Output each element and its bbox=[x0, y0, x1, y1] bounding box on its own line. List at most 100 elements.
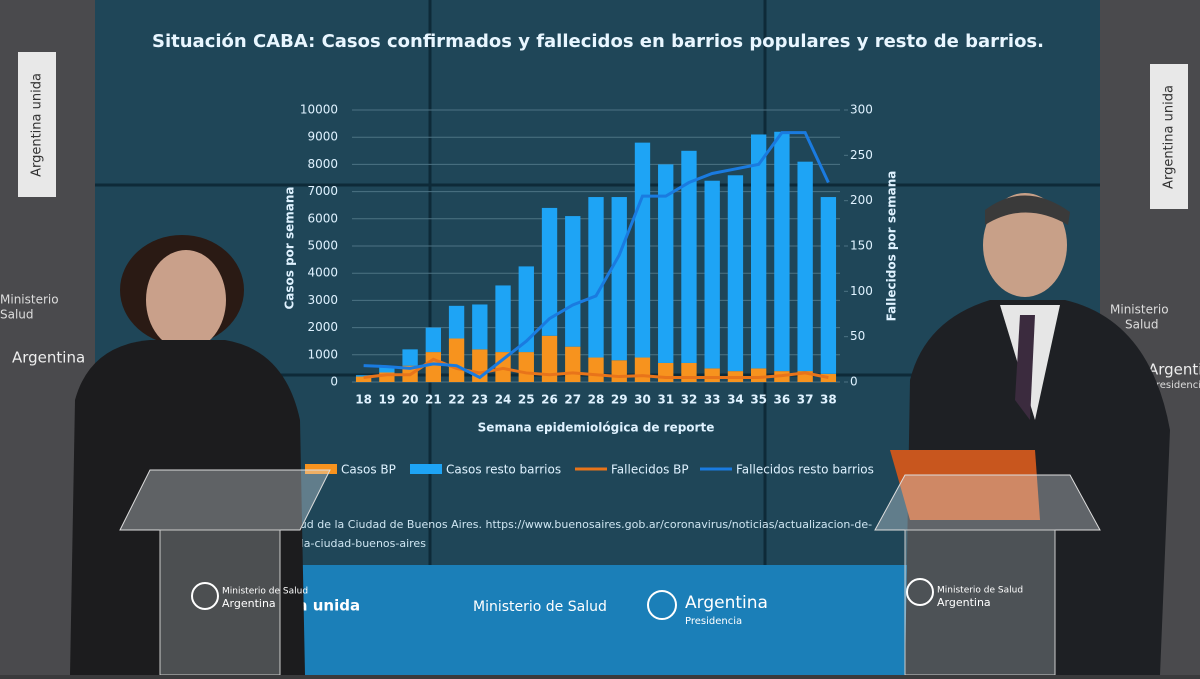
podium-text: Argentina bbox=[937, 596, 991, 609]
y2-tick-label: 150 bbox=[850, 239, 873, 253]
podium-text: Ministerio de Salud bbox=[222, 587, 308, 597]
line bbox=[363, 357, 829, 379]
podium-left: Ministerio de Salud Argentina bbox=[119, 469, 331, 676]
bar bbox=[518, 266, 534, 353]
footer-text: Presidencia bbox=[685, 616, 742, 627]
legend-label: Casos resto barrios bbox=[446, 463, 561, 477]
bar bbox=[448, 305, 465, 339]
bar bbox=[588, 357, 604, 382]
footer-text: Ministerio de Salud bbox=[473, 599, 607, 615]
chart-title: Situación CABA: Casos confirmados y fall… bbox=[152, 31, 1044, 52]
y2-tick-label: 50 bbox=[850, 329, 865, 343]
x-tick-label: 25 bbox=[518, 393, 535, 407]
banner-text: Argentina unida bbox=[1162, 85, 1177, 189]
legend-swatch bbox=[410, 464, 442, 474]
bar bbox=[681, 150, 697, 363]
bar bbox=[355, 375, 372, 377]
source: Salud de la Ciudad de Buenos Aires. http… bbox=[283, 518, 872, 531]
footer-text: ra unida bbox=[290, 597, 360, 615]
banner bbox=[18, 52, 56, 197]
bar bbox=[658, 164, 674, 363]
y-tick-label: 5000 bbox=[307, 239, 338, 253]
bar bbox=[658, 362, 674, 382]
y2-tick-label: 200 bbox=[850, 193, 873, 207]
bar bbox=[820, 373, 837, 382]
y-tick-label: 1000 bbox=[307, 347, 338, 361]
podium-text: Ministerio de Salud bbox=[937, 586, 1023, 596]
bar bbox=[750, 134, 767, 369]
y-tick-label: 4000 bbox=[307, 266, 338, 280]
y-axis-title: Casos por semana bbox=[283, 186, 297, 309]
y-tick-label: 0 bbox=[330, 375, 338, 389]
y2-axis-title: Fallecidos por semana bbox=[885, 171, 899, 322]
bar bbox=[634, 357, 651, 382]
bar bbox=[448, 338, 465, 382]
x-tick-label: 31 bbox=[657, 393, 674, 407]
side-text: Ministerio bbox=[1110, 303, 1169, 317]
bar bbox=[472, 304, 488, 350]
bar bbox=[379, 367, 395, 373]
side-text: Ministerio bbox=[0, 293, 59, 307]
footer-text: Argentina bbox=[685, 593, 768, 613]
side-text: Argentina bbox=[1148, 361, 1200, 379]
x-tick-label: 37 bbox=[797, 393, 814, 407]
side-text: Salud bbox=[0, 308, 34, 322]
bar bbox=[588, 197, 604, 358]
legend-swatch bbox=[305, 464, 337, 474]
y2-tick-label: 250 bbox=[850, 148, 873, 162]
x-tick-label: 18 bbox=[355, 393, 372, 407]
bar bbox=[541, 335, 558, 382]
y-tick-label: 7000 bbox=[307, 184, 338, 198]
bar bbox=[425, 327, 442, 353]
bar bbox=[425, 352, 442, 382]
source: en-la-ciudad-buenos-aires bbox=[283, 537, 426, 550]
chart: Situación CABA: Casos confirmados y fall… bbox=[152, 31, 1044, 550]
y-tick-label: 9000 bbox=[307, 130, 338, 144]
bar bbox=[565, 346, 581, 382]
podium-right: Ministerio de Salud Argentina bbox=[874, 450, 1101, 676]
bar bbox=[704, 368, 720, 382]
x-tick-label: 22 bbox=[448, 393, 465, 407]
y-tick-label: 6000 bbox=[307, 211, 338, 225]
bar bbox=[402, 349, 418, 366]
x-tick-label: 28 bbox=[588, 393, 605, 407]
bar bbox=[565, 216, 581, 347]
emblem bbox=[647, 590, 677, 620]
bar bbox=[611, 197, 627, 361]
x-tick-label: 30 bbox=[634, 393, 651, 407]
y-tick-label: 10000 bbox=[300, 103, 338, 117]
x-tick-label: 34 bbox=[727, 393, 744, 407]
bar bbox=[820, 197, 837, 374]
banner-text: Argentina unida bbox=[30, 73, 45, 177]
bar bbox=[681, 362, 697, 382]
legend-label: Fallecidos BP bbox=[611, 463, 689, 477]
x-tick-label: 33 bbox=[704, 393, 721, 407]
bar bbox=[541, 207, 558, 336]
bar bbox=[774, 131, 790, 372]
x-tick-label: 21 bbox=[425, 393, 442, 407]
line bbox=[363, 131, 830, 380]
bar bbox=[634, 142, 651, 358]
x-tick-label: 19 bbox=[379, 393, 396, 407]
bar bbox=[518, 352, 534, 382]
y-tick-label: 3000 bbox=[307, 293, 338, 307]
side-text: Presidencia bbox=[1150, 380, 1200, 391]
x-tick-label: 32 bbox=[681, 393, 698, 407]
x-tick-label: 36 bbox=[774, 393, 791, 407]
legend-label: Casos BP bbox=[341, 463, 396, 477]
y2-tick-label: 300 bbox=[850, 103, 873, 117]
podium-text: Argentina bbox=[222, 597, 276, 610]
x-tick-label: 20 bbox=[402, 393, 419, 407]
x-tick-label: 29 bbox=[611, 393, 628, 407]
y-tick-label: 2000 bbox=[307, 320, 338, 334]
bar bbox=[611, 360, 627, 382]
y2-tick-label: 100 bbox=[850, 284, 873, 298]
bar bbox=[750, 368, 767, 382]
bar bbox=[355, 376, 372, 382]
bar bbox=[727, 175, 744, 372]
y-tick-label: 8000 bbox=[307, 157, 338, 171]
bar bbox=[704, 180, 720, 369]
bar bbox=[495, 285, 511, 353]
bar bbox=[379, 372, 395, 382]
